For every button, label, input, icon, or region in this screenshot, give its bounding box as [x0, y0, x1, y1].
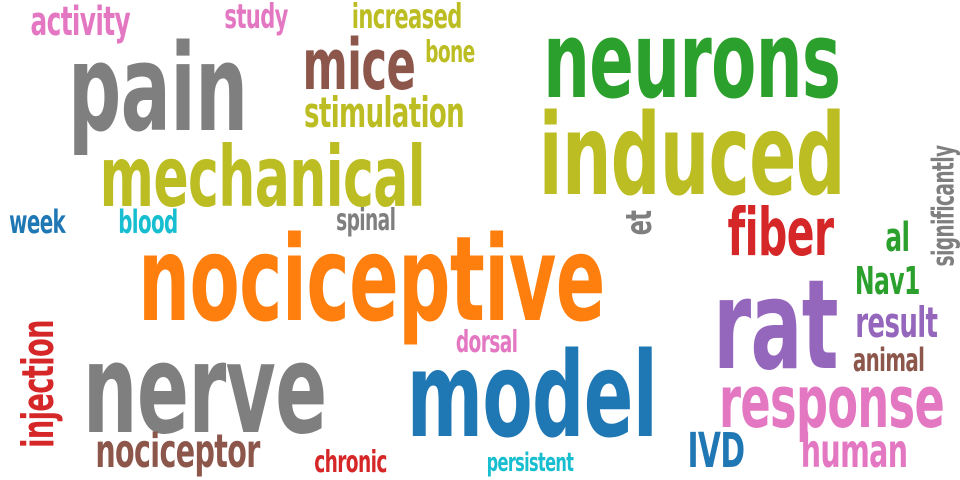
word-bone: bone — [425, 35, 475, 70]
word-et: et — [618, 210, 660, 236]
word-rat: rat — [713, 254, 838, 398]
word-nociceptor: nociceptor — [95, 424, 260, 478]
word-nociceptive: nociceptive — [138, 210, 605, 348]
word-al: al — [885, 215, 910, 261]
word-stimulation: stimulation — [304, 88, 465, 137]
word-pain: pain — [67, 20, 248, 159]
word-ivd: IVD — [687, 423, 745, 479]
word-injection: injection — [13, 320, 65, 448]
word-fiber: fiber — [727, 194, 834, 271]
word-chronic: chronic — [314, 445, 387, 480]
word-model: model — [406, 326, 658, 464]
word-animal: animal — [852, 341, 925, 379]
word-neurons: neurons — [543, 0, 841, 122]
word-response: response — [718, 360, 945, 444]
word-nav1: Nav1 — [854, 259, 921, 303]
word-blood: blood — [118, 203, 178, 241]
word-human: human — [800, 424, 908, 478]
word-induced: induced — [538, 91, 846, 221]
word-week: week — [9, 203, 66, 241]
word-spinal: spinal — [336, 203, 396, 238]
word-study: study — [224, 0, 288, 37]
word-nerve: nerve — [82, 318, 328, 462]
word-increased: increased — [351, 0, 463, 37]
word-dorsal: dorsal — [455, 325, 518, 360]
word-mice: mice — [302, 24, 416, 106]
word-result: result — [855, 298, 938, 347]
word-activity: activity — [30, 0, 131, 45]
word-persistent: persistent — [486, 448, 574, 478]
word-significantly: significantly — [927, 145, 960, 267]
word-mechanical: mechanical — [99, 128, 426, 226]
